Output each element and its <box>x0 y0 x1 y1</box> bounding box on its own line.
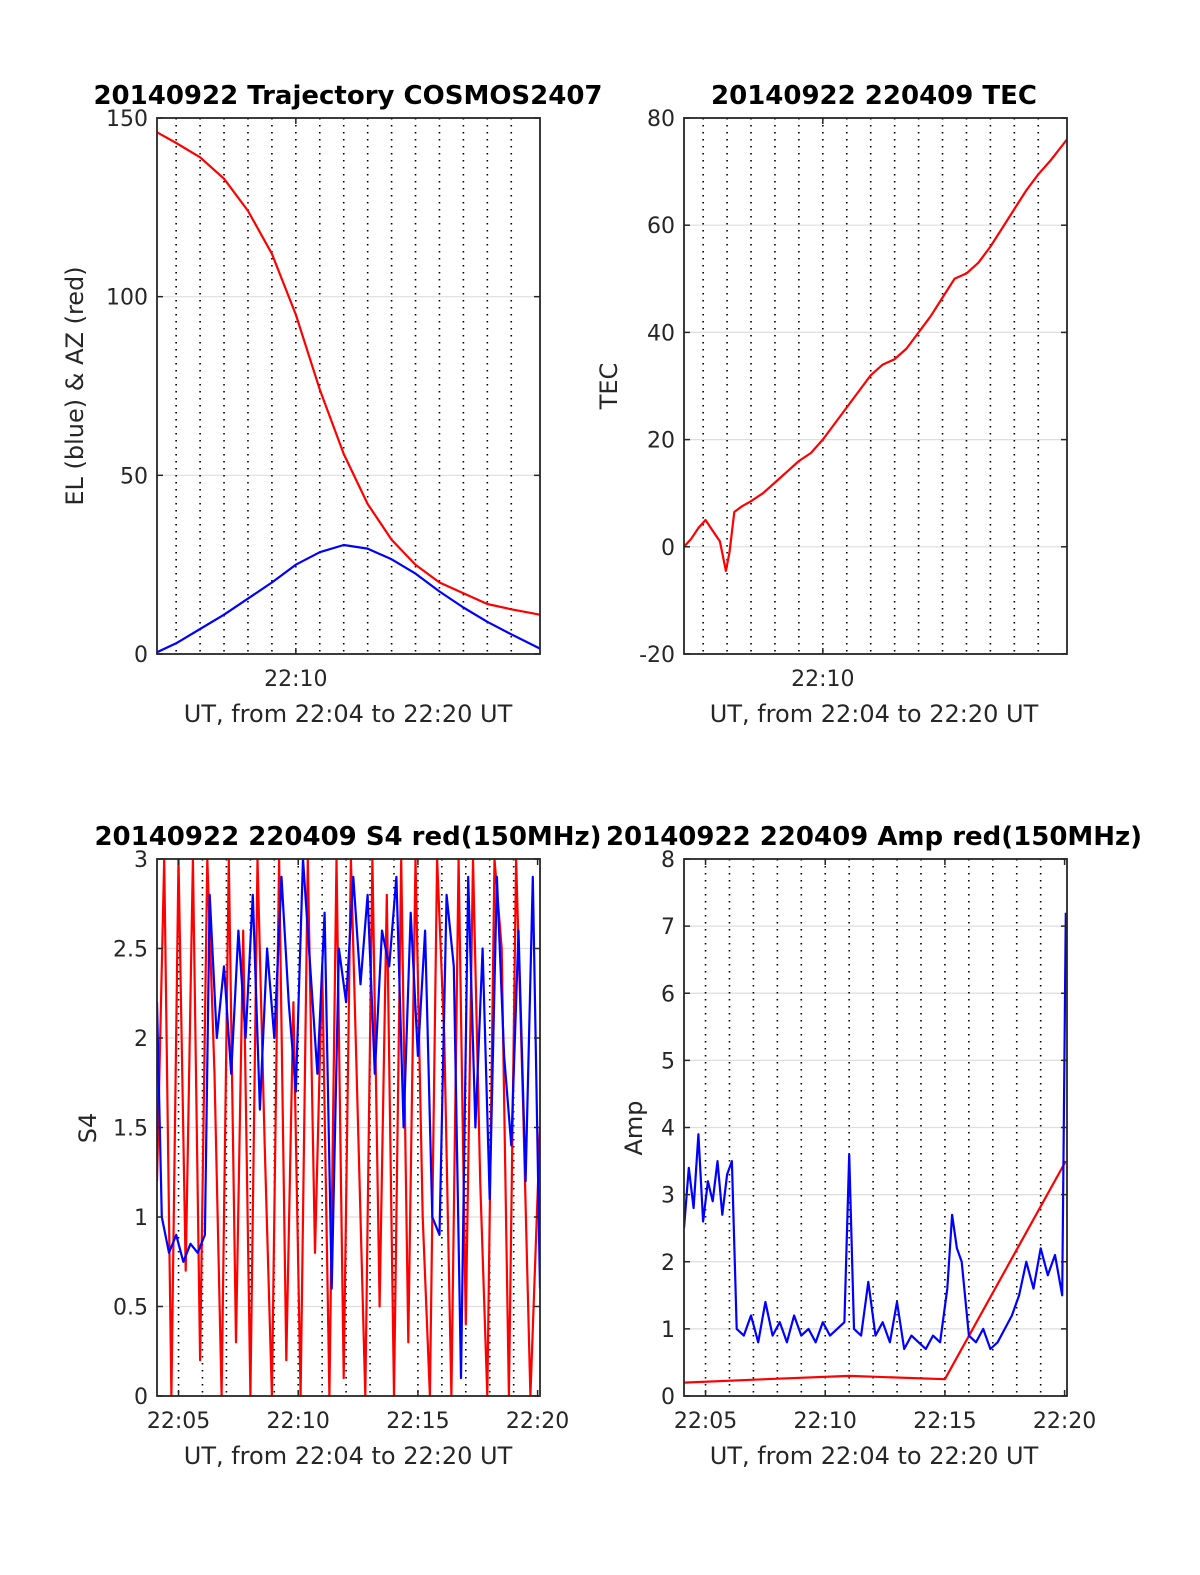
ytick-label: 4 <box>661 1117 675 1142</box>
ytick-label: 0.5 <box>113 1296 148 1321</box>
axes-box <box>683 117 1068 655</box>
panel-amp: 20140922 220409 Amp red(150MHz) 0 1 2 3 4 5 6 7… <box>606 822 1142 1470</box>
series-line-blue <box>157 543 540 654</box>
ytick-label: 6 <box>661 982 675 1007</box>
ytick-label: 2 <box>134 1027 148 1052</box>
panel-amp-title: 20140922 220409 Amp red(150MHz) <box>606 822 1142 852</box>
ytick-label: 1.5 <box>113 1117 148 1142</box>
ytick-label: 0 <box>134 1385 148 1410</box>
series-line-red <box>157 859 540 1396</box>
ytick-label: 8 <box>661 848 675 873</box>
panel-tec: 20140922 220409 TEC -20 0 20 40 60 80 22:10 UT… <box>595 81 1068 728</box>
panel-tec-ylabel: TEC <box>595 363 623 411</box>
xtick-label: 22:10 <box>794 1409 857 1434</box>
panel-s4-xlabel: UT, from 22:04 to 22:20 UT <box>184 1442 513 1470</box>
xtick-label: 22:20 <box>1033 1409 1096 1434</box>
ytick-label: 2.5 <box>113 938 148 963</box>
panel-tec-xlabel: UT, from 22:04 to 22:20 UT <box>710 700 1039 728</box>
series-line-red <box>684 1160 1067 1384</box>
ytick-label: 5 <box>661 1049 675 1074</box>
panel-s4-ylabel: S4 <box>74 1113 102 1144</box>
ytick-label: 60 <box>647 214 675 239</box>
ytick-label: 7 <box>661 915 675 940</box>
ytick-label: 80 <box>647 107 675 132</box>
xtick-label: 22:05 <box>147 1409 210 1434</box>
panel-amp-plot: 0 1 2 3 4 5 6 7 8 22:05 22:10 22:15 22:20 <box>661 848 1096 1434</box>
ytick-label: 0 <box>661 1385 675 1410</box>
series-line-blue <box>684 912 1067 1351</box>
panel-s4-plot: 0 0.5 1 1.5 2 2.5 3 22:05 22:10 22:15 22:20 <box>113 848 569 1434</box>
plot-area <box>157 118 540 654</box>
ytick-label: 1 <box>661 1318 675 1343</box>
xtick-label: 22:10 <box>267 1409 330 1434</box>
xtick-label: 22:05 <box>674 1409 737 1434</box>
xtick-label: 22:10 <box>264 667 327 692</box>
ytick-label: 0 <box>134 643 148 668</box>
series-line-red <box>684 138 1067 573</box>
series-line-blue <box>157 859 540 1380</box>
xtick-label: 22:10 <box>791 667 854 692</box>
panel-trajectory: 20140922 Trajectory COSMOS2407 0 50 100 150… <box>61 81 603 728</box>
ytick-label: 0 <box>661 536 675 561</box>
panel-trajectory-ylabel: EL (blue) & AZ (red) <box>61 266 89 505</box>
ytick-label: -20 <box>639 643 675 668</box>
ytick-label: 1 <box>134 1206 148 1231</box>
panel-tec-title: 20140922 220409 TEC <box>711 81 1037 111</box>
ytick-label: 40 <box>647 321 675 346</box>
ytick-label: 150 <box>106 107 148 132</box>
ytick-label: 3 <box>134 848 148 873</box>
ytick-label: 3 <box>661 1184 675 1209</box>
panel-s4-title: 20140922 220409 S4 red(150MHz) <box>94 822 601 852</box>
panel-s4: 20140922 220409 S4 red(150MHz) 0 0.5 1 1.5 2… <box>74 822 602 1470</box>
panel-trajectory-xlabel: UT, from 22:04 to 22:20 UT <box>184 700 513 728</box>
series-line-red <box>157 131 540 616</box>
ytick-label: 2 <box>661 1251 675 1276</box>
ytick-label: 100 <box>106 286 148 311</box>
panel-tec-plot: -20 0 20 40 60 80 22:10 <box>639 107 1068 692</box>
ytick-label: 20 <box>647 429 675 454</box>
xtick-label: 22:15 <box>913 1409 976 1434</box>
panel-amp-ylabel: Amp <box>620 1100 648 1155</box>
panel-trajectory-title: 20140922 Trajectory COSMOS2407 <box>93 81 602 111</box>
axes-box <box>156 117 541 655</box>
xtick-label: 22:20 <box>506 1409 569 1434</box>
panel-trajectory-plot: 0 50 100 150 22:10 <box>106 107 541 692</box>
panel-amp-xlabel: UT, from 22:04 to 22:20 UT <box>710 1442 1039 1470</box>
xtick-label: 22:15 <box>386 1409 449 1434</box>
ytick-label: 50 <box>120 464 148 489</box>
plot-area <box>684 118 1067 654</box>
